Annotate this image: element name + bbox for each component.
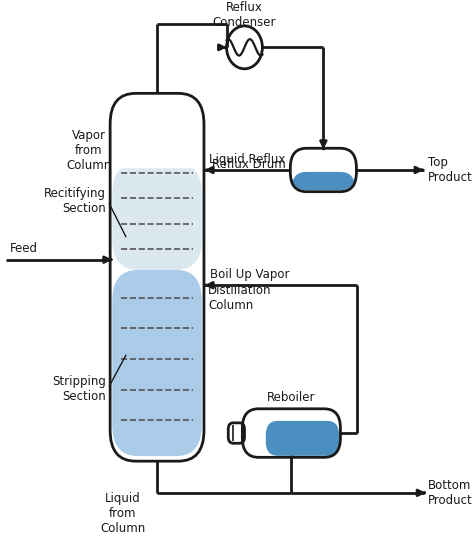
- FancyBboxPatch shape: [112, 163, 202, 270]
- FancyBboxPatch shape: [266, 421, 339, 456]
- Text: Reflux Drum: Reflux Drum: [212, 158, 286, 171]
- Text: Top
Product: Top Product: [428, 156, 473, 184]
- FancyBboxPatch shape: [292, 172, 355, 190]
- Text: Bottom
Product: Bottom Product: [428, 479, 473, 507]
- FancyBboxPatch shape: [112, 148, 202, 168]
- Text: Boil Up Vapor: Boil Up Vapor: [210, 268, 290, 281]
- Text: Reboiler: Reboiler: [267, 390, 316, 404]
- Text: Stripping
Section: Stripping Section: [52, 375, 106, 402]
- FancyBboxPatch shape: [228, 423, 245, 443]
- Text: Liquid Reflux: Liquid Reflux: [209, 153, 285, 166]
- FancyBboxPatch shape: [242, 409, 340, 457]
- Text: Distillation
Column: Distillation Column: [208, 284, 272, 312]
- Text: Recitifying
Section: Recitifying Section: [44, 187, 106, 215]
- Text: Vapor
from
Column: Vapor from Column: [66, 129, 111, 172]
- FancyBboxPatch shape: [112, 270, 202, 456]
- Text: Liquid
from
Column: Liquid from Column: [100, 492, 146, 535]
- Text: Feed: Feed: [10, 241, 38, 254]
- Text: Reflux
Condenser: Reflux Condenser: [213, 2, 276, 29]
